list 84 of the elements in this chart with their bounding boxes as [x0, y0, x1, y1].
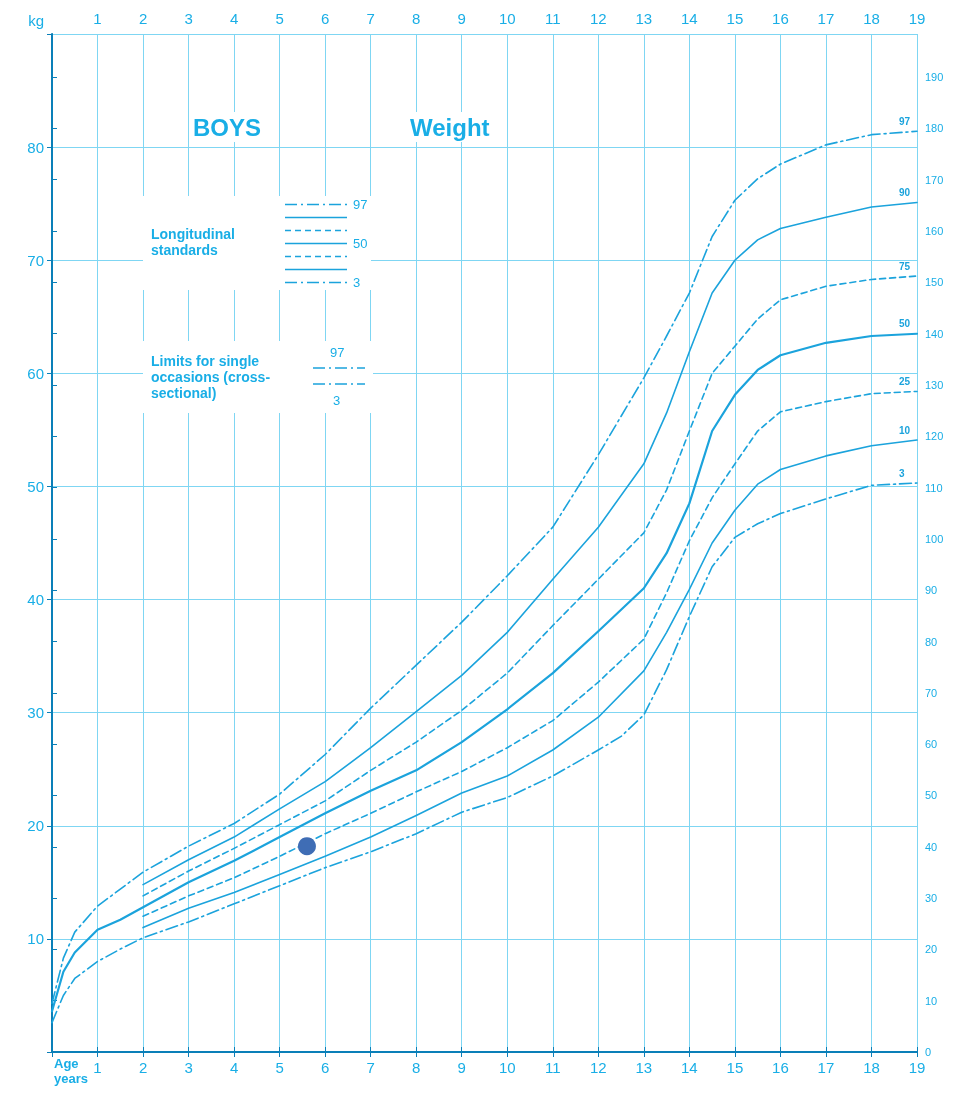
annotation: Longitudinal standards [151, 226, 236, 258]
x2-tick-label: 2 [138, 10, 148, 27]
y2-tick-label: 30 [925, 892, 938, 905]
style-key: Limits for single occasions (cross-sectional) 97 3 [143, 341, 373, 413]
y2-tick-label: 40 [925, 840, 938, 853]
x-tick-label: 4 [229, 1059, 239, 1076]
x2-tick-label: 8 [412, 10, 421, 27]
x2-tick-label: 12 [589, 10, 607, 27]
y-tick-label: 50 [27, 477, 44, 495]
annotation: Limits for single occasions (cross-sectional) [151, 353, 272, 401]
series-label: 90 [899, 187, 911, 199]
y-axis-title: kg [28, 12, 44, 29]
x2-tick-label: 16 [772, 10, 789, 27]
y2-tick-label: 10 [925, 994, 938, 1007]
x-tick-label: 5 [275, 1059, 284, 1076]
y2-tick-label: 70 [925, 686, 938, 699]
x-tick-label: 6 [320, 1059, 330, 1076]
x2-tick-label: 18 [863, 10, 880, 27]
x2-tick-label: 1 [93, 10, 102, 27]
y2-tick-label: 150 [925, 276, 944, 289]
x-tick-label: 18 [863, 1059, 880, 1076]
x-tick-label: 15 [726, 1059, 744, 1076]
series-label: 75 [899, 260, 911, 272]
x-tick-label: 16 [772, 1059, 789, 1076]
text: 50 [899, 318, 911, 330]
y-tick-label: 30 [27, 704, 44, 722]
x2-tick-label: 13 [635, 10, 653, 27]
x-tick-label: 19 [908, 1059, 926, 1076]
x-tick-label: 7 [366, 1059, 375, 1076]
x2-tick-label: 9 [457, 10, 466, 27]
x2-tick-label: 11 [545, 10, 561, 27]
y2-tick-label: 60 [925, 738, 938, 751]
legend-label: 97 [353, 197, 368, 212]
y2-tick-label: 130 [925, 378, 944, 391]
series-label: 25 [899, 375, 911, 387]
x-tick-label: 9 [457, 1059, 466, 1076]
x2-tick-label: 5 [275, 10, 284, 27]
x-axis-title: Age years [54, 1056, 88, 1086]
x-tick-label: 8 [412, 1059, 421, 1076]
y-tick-label: 40 [27, 591, 44, 609]
y-tick-label: 70 [27, 251, 44, 269]
x-tick-label: 13 [635, 1059, 653, 1076]
y-tick-label: 20 [27, 817, 44, 835]
y2-tick-label: 190 [925, 71, 944, 84]
y2-tick-label: 170 [925, 173, 944, 186]
y2-tick-label: 180 [925, 122, 944, 135]
y2-tick-label: 20 [925, 943, 938, 956]
y-tick-label: 60 [27, 364, 44, 382]
legend-label: 50 [353, 236, 368, 251]
y2-tick-label: 100 [925, 532, 944, 545]
y-tick-label: 80 [27, 138, 44, 156]
series-label: 10 [899, 424, 911, 436]
x2-tick-label: 3 [184, 10, 193, 27]
x2-tick-label: 7 [366, 10, 375, 27]
y2-tick-label: 160 [925, 225, 944, 238]
y2-tick-label: 50 [925, 789, 938, 802]
y2-tick-label: 90 [925, 584, 938, 597]
text: Weight [410, 113, 490, 141]
x2-tick-label: 15 [726, 10, 744, 27]
x-tick-label: 2 [138, 1059, 148, 1076]
y2-tick-label: 140 [925, 327, 944, 340]
x2-tick-label: 14 [681, 10, 698, 27]
x-tick-label: 12 [589, 1059, 607, 1076]
y2-tick-label: 0 [925, 1046, 932, 1058]
y2-tick-label: 120 [925, 430, 944, 443]
x-tick-label: 14 [681, 1059, 698, 1076]
x2-tick-label: 6 [320, 10, 330, 27]
line-series [51, 482, 918, 1024]
text: BOYS [193, 113, 262, 141]
x2-tick-label: 17 [817, 10, 835, 27]
x-tick-label: 11 [545, 1059, 561, 1076]
x-tick-label: 1 [93, 1059, 102, 1076]
x-tick-label: 10 [498, 1059, 516, 1076]
legend-label: 3 [353, 275, 361, 290]
text: 3 [899, 467, 905, 479]
y2-tick-label: 110 [925, 481, 943, 494]
x-tick-label: 17 [817, 1059, 835, 1076]
x2-tick-label: 10 [498, 10, 516, 27]
x2-tick-label: 19 [908, 10, 926, 27]
y2-tick-label: 80 [925, 635, 938, 648]
text: 97 [899, 115, 911, 127]
y-tick-label: 10 [27, 930, 44, 948]
x2-tick-label: 4 [229, 10, 239, 27]
x-tick-label: 3 [184, 1059, 193, 1076]
